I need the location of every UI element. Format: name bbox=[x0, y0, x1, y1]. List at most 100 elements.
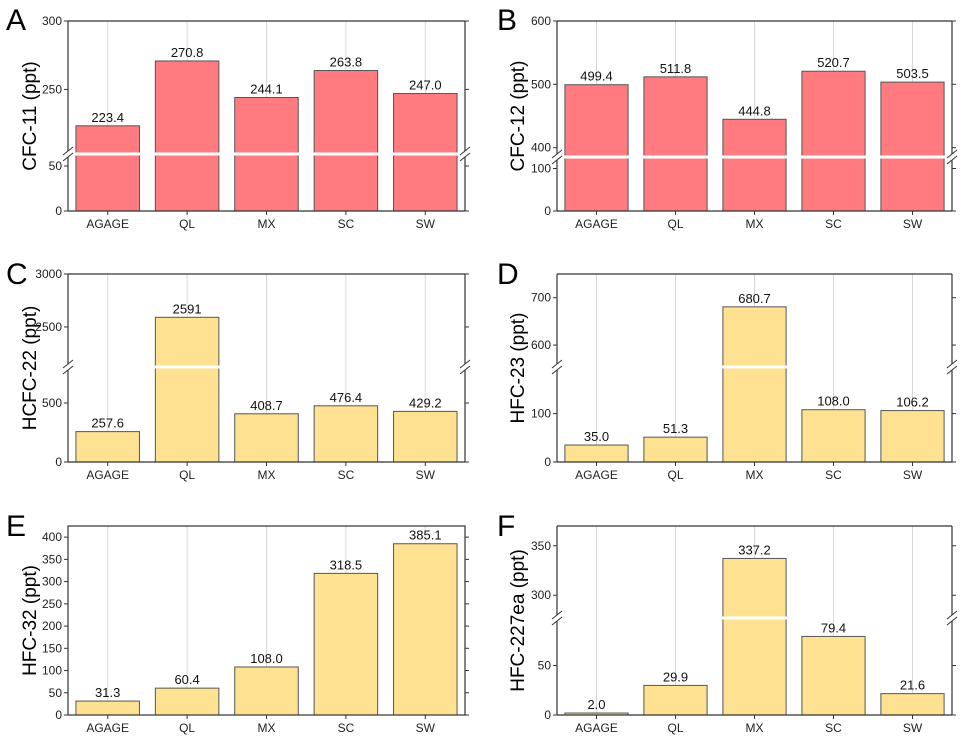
bar-ql bbox=[154, 687, 220, 716]
bar-ql bbox=[643, 436, 708, 463]
axis-break-mark bbox=[62, 359, 74, 369]
data-label: 270.8 bbox=[171, 45, 204, 60]
bar-sc bbox=[801, 635, 866, 716]
y-axis-title: HFC-227ea (ppt) bbox=[508, 549, 529, 692]
x-tick-label: MX bbox=[746, 468, 764, 482]
data-label: 318.5 bbox=[330, 557, 363, 572]
axis-break-mark bbox=[551, 610, 563, 620]
bar-break-gap bbox=[721, 365, 788, 369]
bar-ql bbox=[643, 684, 708, 716]
y-tick-label: 500 bbox=[42, 396, 62, 410]
axis-break-mark bbox=[459, 146, 471, 156]
panel-letter: C bbox=[6, 258, 28, 291]
y-tick-label: 600 bbox=[531, 338, 551, 352]
data-label: 29.9 bbox=[663, 669, 688, 684]
bar-break-gap bbox=[74, 152, 141, 156]
panel-a: 223.4 AGAGE 270.8 QL 244.1 MX 263.8 SC 247.0 SW 0 5… bbox=[6, 4, 471, 231]
y-axis-title: HFC-23 (ppt) bbox=[508, 313, 529, 424]
y-tick-label: 50 bbox=[49, 159, 63, 173]
axis-break-mark bbox=[946, 365, 958, 375]
data-label: 257.6 bbox=[91, 416, 124, 431]
bar-agage bbox=[564, 444, 629, 463]
bar-agage bbox=[564, 84, 629, 212]
data-label: 263.8 bbox=[330, 55, 363, 70]
x-tick-label: MX bbox=[746, 217, 764, 231]
bar-agage bbox=[75, 700, 140, 716]
x-tick-label: SW bbox=[416, 721, 436, 735]
bar-sc bbox=[313, 405, 379, 463]
y-tick-label: 400 bbox=[531, 141, 551, 155]
axis-break-mark bbox=[62, 146, 74, 156]
bar-sw bbox=[393, 410, 458, 463]
data-label: 385.1 bbox=[409, 528, 442, 543]
x-tick-label: MX bbox=[258, 721, 276, 735]
panel-b: 499.4 AGAGE 511.8 QL 444.8 MX 520.7 SC 503.5 SW 0 1… bbox=[497, 4, 958, 231]
x-tick-label: MX bbox=[258, 468, 276, 482]
bar-ql bbox=[643, 76, 708, 212]
data-label: 444.8 bbox=[738, 103, 771, 118]
axis-break-mark bbox=[551, 155, 563, 165]
panel-letter: B bbox=[497, 4, 517, 37]
y-axis-title: CFC-12 (ppt) bbox=[508, 61, 529, 172]
data-label: 31.3 bbox=[95, 685, 120, 700]
y-tick-label: 200 bbox=[42, 619, 62, 633]
bar-mx bbox=[234, 413, 299, 463]
y-tick-label: 350 bbox=[531, 539, 551, 553]
x-tick-label: SC bbox=[825, 217, 842, 231]
bar-break-gap bbox=[563, 155, 630, 159]
y-tick-label: 100 bbox=[531, 162, 551, 176]
bar-sc bbox=[801, 409, 866, 463]
x-tick-label: AGAGE bbox=[575, 217, 618, 231]
data-label: 476.4 bbox=[330, 390, 363, 405]
bar-break-gap bbox=[800, 155, 867, 159]
y-tick-label: 2500 bbox=[35, 320, 62, 334]
x-tick-label: MX bbox=[746, 721, 764, 735]
data-label: 60.4 bbox=[174, 672, 199, 687]
bar-sc bbox=[313, 70, 379, 212]
panel-d: 35.0 AGAGE 51.3 QL 680.7 MX 108.0 SC 106.2 SW 0 100… bbox=[497, 258, 958, 482]
bar-sw bbox=[393, 93, 458, 212]
panel-c: 257.6 AGAGE 2591 QL 408.7 MX 476.4 SC 429.2 SW 0 50… bbox=[6, 258, 471, 482]
x-tick-label: AGAGE bbox=[575, 721, 618, 735]
y-tick-label: 0 bbox=[55, 204, 62, 218]
y-tick-label: 0 bbox=[544, 204, 551, 218]
data-label: 503.5 bbox=[896, 66, 929, 81]
x-tick-label: SC bbox=[825, 468, 842, 482]
y-tick-label: 0 bbox=[55, 708, 62, 722]
axis-break-mark bbox=[946, 610, 958, 620]
data-label: 429.2 bbox=[409, 395, 442, 410]
x-tick-label: SW bbox=[416, 217, 436, 231]
data-label: 21.6 bbox=[900, 678, 925, 693]
axis-break-mark bbox=[62, 365, 74, 375]
y-axis-title: CFC-11 (ppt) bbox=[20, 61, 41, 170]
axis-break-mark bbox=[551, 365, 563, 375]
axis-break-mark bbox=[459, 152, 471, 162]
data-label: 51.3 bbox=[663, 421, 688, 436]
x-tick-label: QL bbox=[667, 217, 683, 231]
y-axis-title: HFC-32 (ppt) bbox=[20, 565, 41, 676]
axis-break-mark bbox=[551, 149, 563, 159]
data-label: 2591 bbox=[173, 301, 202, 316]
y-tick-label: 50 bbox=[49, 686, 63, 700]
y-tick-label: 0 bbox=[544, 708, 551, 722]
axis-break-mark bbox=[459, 365, 471, 375]
x-tick-label: SW bbox=[416, 468, 436, 482]
bar-break-gap bbox=[154, 365, 220, 369]
bar-break-gap bbox=[313, 152, 379, 156]
bar-break-gap bbox=[233, 152, 300, 156]
axis-break-mark bbox=[946, 616, 958, 626]
axis-break-mark bbox=[62, 152, 74, 162]
panel-letter: A bbox=[6, 4, 26, 37]
bar-sw bbox=[880, 693, 945, 716]
axis-break-mark bbox=[946, 155, 958, 165]
x-tick-label: SW bbox=[903, 468, 923, 482]
data-label: 35.0 bbox=[584, 429, 609, 444]
y-tick-label: 300 bbox=[42, 575, 62, 589]
bar-sc bbox=[313, 572, 379, 716]
y-tick-label: 300 bbox=[531, 588, 551, 602]
y-tick-label: 0 bbox=[55, 455, 62, 469]
x-tick-label: AGAGE bbox=[86, 721, 129, 735]
data-label: 79.4 bbox=[821, 620, 846, 635]
bar-break-gap bbox=[154, 152, 220, 156]
x-tick-label: SW bbox=[903, 217, 923, 231]
